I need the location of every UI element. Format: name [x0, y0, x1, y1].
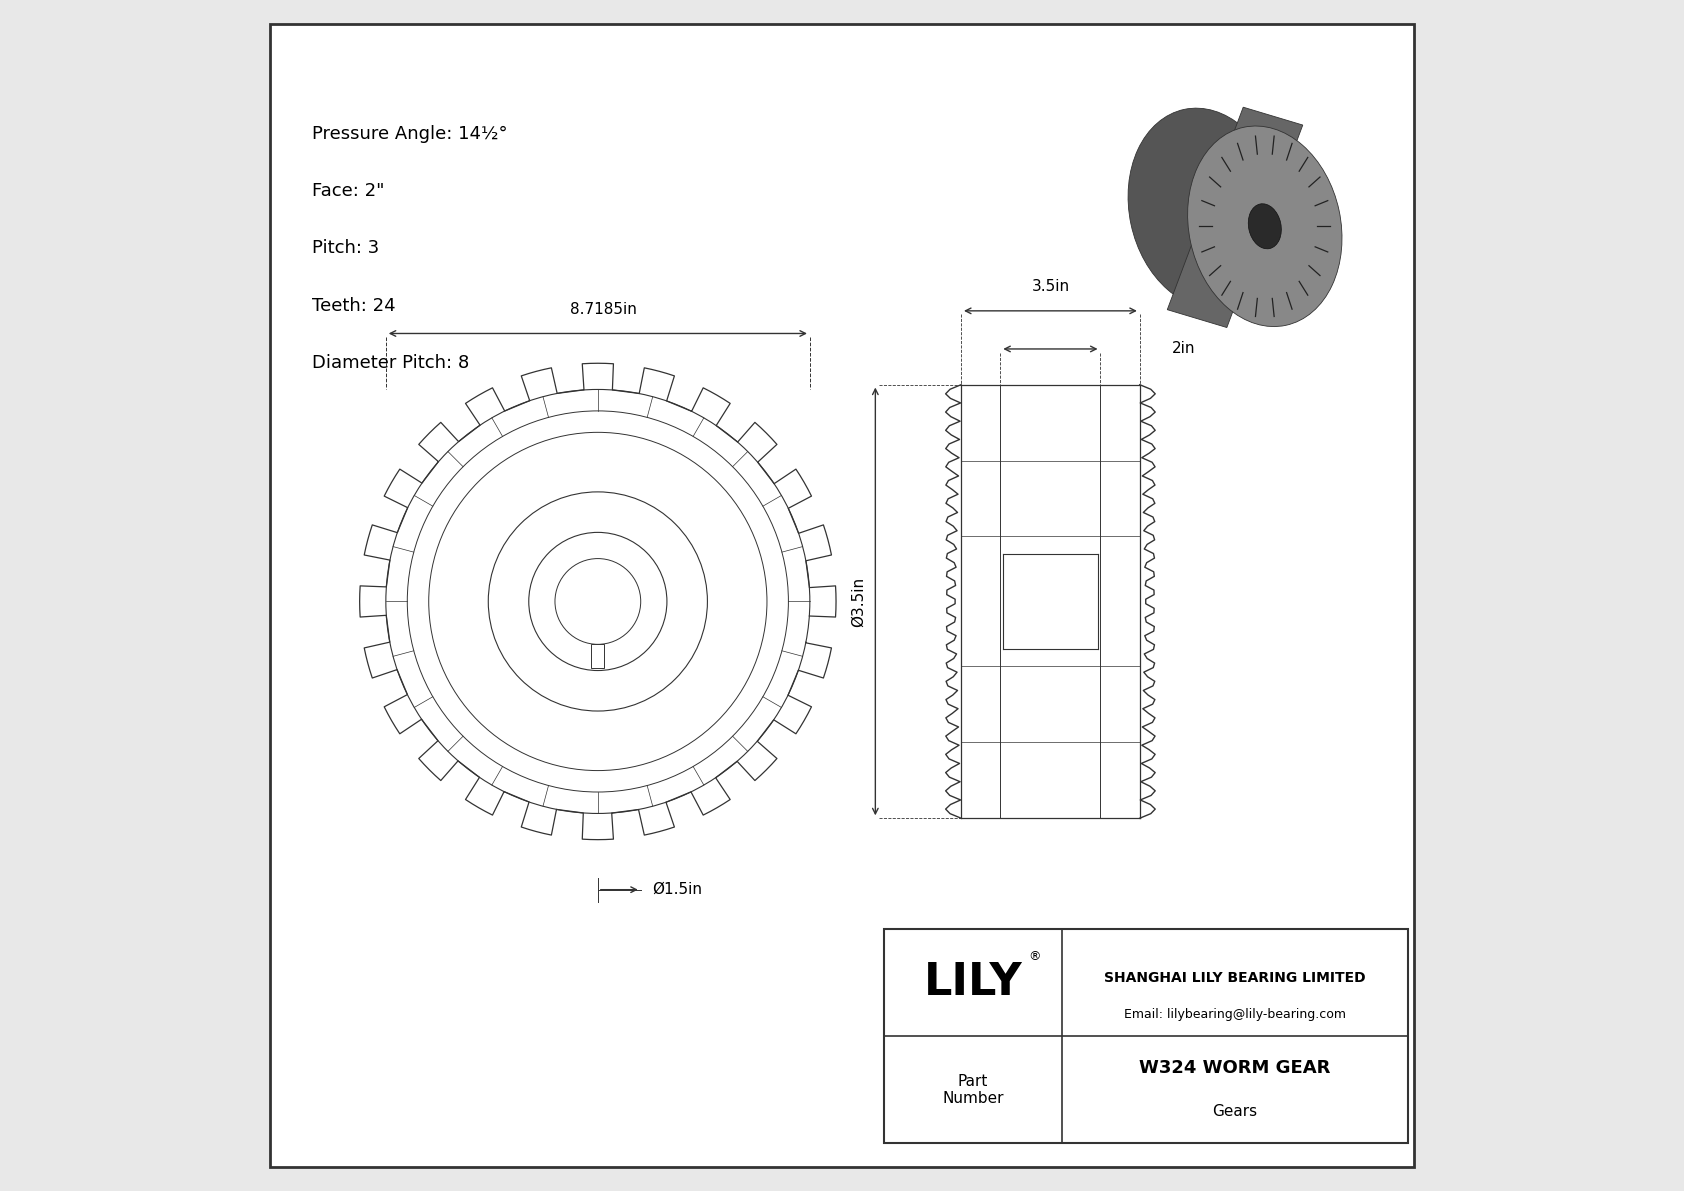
Ellipse shape: [1187, 126, 1342, 326]
Text: Pitch: 3: Pitch: 3: [312, 239, 379, 257]
Polygon shape: [1167, 107, 1303, 328]
Text: Ø1.5in: Ø1.5in: [653, 883, 702, 897]
Text: 2in: 2in: [1172, 342, 1196, 356]
Bar: [884, 929, 1408, 1143]
Text: Teeth: 24: Teeth: 24: [312, 297, 396, 314]
Text: Ø3.5in: Ø3.5in: [850, 576, 866, 626]
Text: Pressure Angle: 14½°: Pressure Angle: 14½°: [312, 125, 507, 143]
Bar: [591, 644, 605, 668]
Text: ®: ®: [1029, 950, 1041, 964]
Ellipse shape: [1248, 204, 1282, 249]
Text: W324 WORM GEAR: W324 WORM GEAR: [1138, 1059, 1330, 1078]
Text: Part
Number: Part Number: [941, 1073, 1004, 1106]
Text: Face: 2": Face: 2": [312, 182, 384, 200]
Text: 3.5in: 3.5in: [1031, 279, 1069, 294]
Text: LILY: LILY: [923, 961, 1022, 1004]
Text: 8.7185in: 8.7185in: [571, 301, 637, 317]
Text: Gears: Gears: [1212, 1104, 1258, 1118]
Ellipse shape: [1128, 108, 1283, 308]
Text: Diameter Pitch: 8: Diameter Pitch: 8: [312, 354, 470, 372]
Text: Email: lilybearing@lily-bearing.com: Email: lilybearing@lily-bearing.com: [1123, 1009, 1346, 1021]
Text: SHANGHAI LILY BEARING LIMITED: SHANGHAI LILY BEARING LIMITED: [1105, 972, 1366, 985]
